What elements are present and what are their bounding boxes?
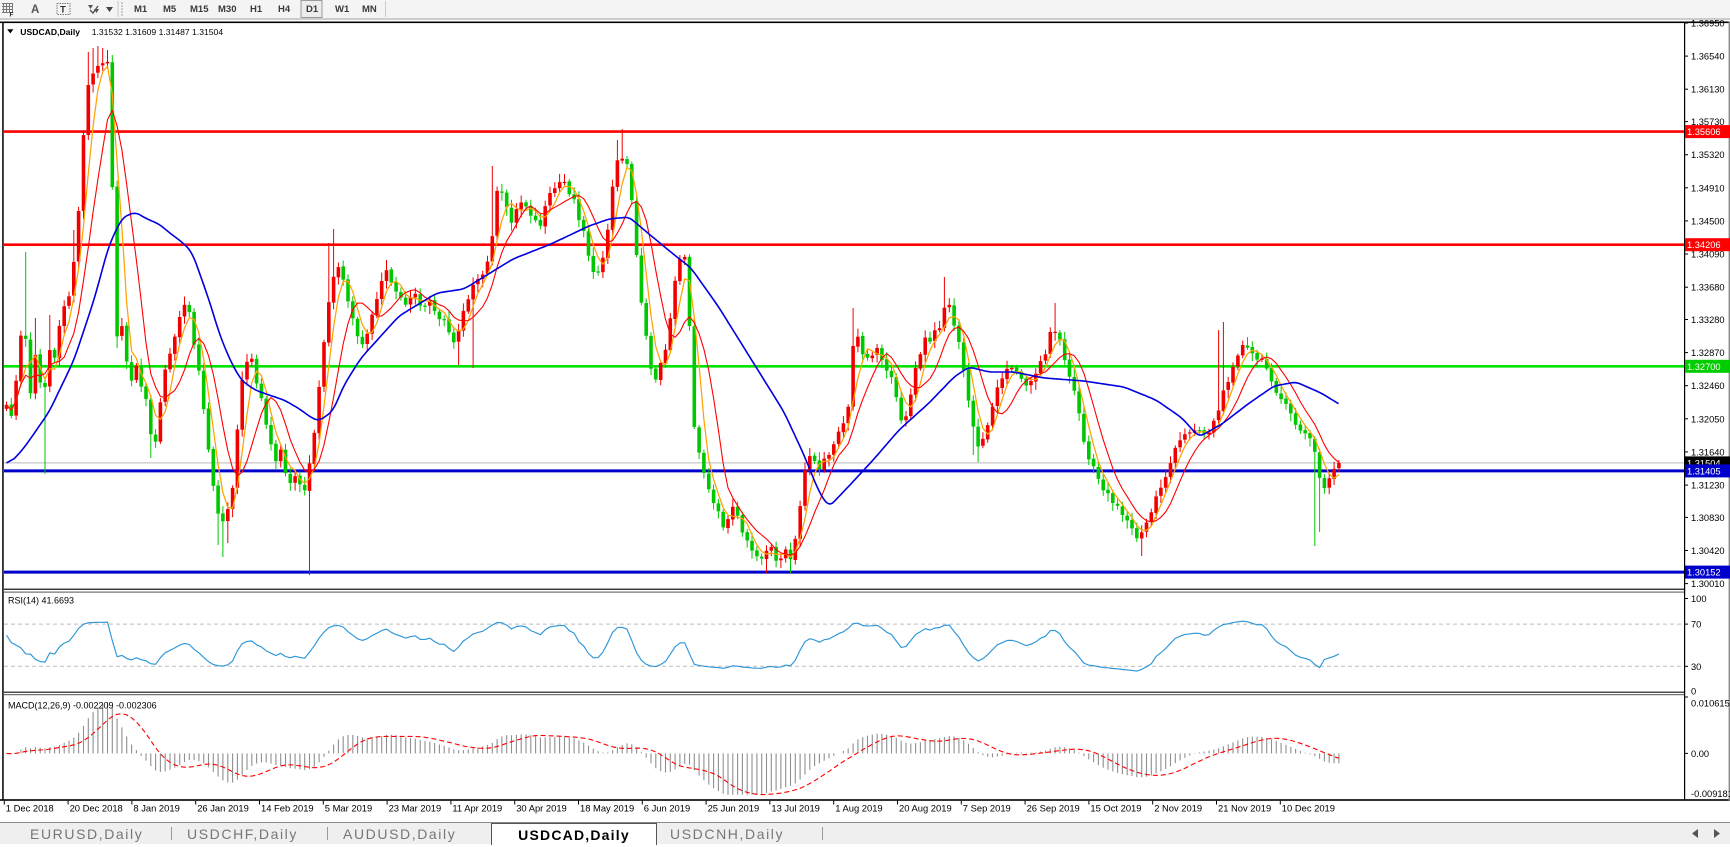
- svg-text:1.33680: 1.33680: [1691, 283, 1725, 293]
- svg-text:F: F: [10, 12, 14, 19]
- svg-text:1.31405: 1.31405: [1687, 466, 1721, 476]
- svg-text:1.35606: 1.35606: [1687, 127, 1721, 137]
- svg-text:1.30010: 1.30010: [1691, 579, 1725, 589]
- svg-text:23 Mar 2019: 23 Mar 2019: [389, 803, 442, 814]
- svg-text:1.30152: 1.30152: [1687, 568, 1721, 578]
- svg-text:100: 100: [1691, 594, 1707, 604]
- svg-text:11 Apr 2019: 11 Apr 2019: [452, 803, 502, 814]
- svg-text:30: 30: [1691, 662, 1701, 672]
- svg-text:1.30830: 1.30830: [1691, 513, 1725, 523]
- svg-text:1.34090: 1.34090: [1691, 250, 1725, 260]
- svg-text:1 Aug 2019: 1 Aug 2019: [835, 803, 882, 814]
- svg-text:1.35730: 1.35730: [1691, 117, 1725, 127]
- svg-text:1.36540: 1.36540: [1691, 52, 1725, 62]
- svg-text:1.36950: 1.36950: [1691, 19, 1725, 29]
- svg-text:25 Jun 2019: 25 Jun 2019: [708, 803, 760, 814]
- svg-text:1.34500: 1.34500: [1691, 216, 1725, 226]
- svg-text:USDCAD,Daily: USDCAD,Daily: [20, 27, 80, 37]
- svg-text:26 Jan 2019: 26 Jan 2019: [197, 803, 249, 814]
- svg-text:15 Oct 2019: 15 Oct 2019: [1090, 803, 1141, 814]
- svg-text:5 Mar 2019: 5 Mar 2019: [325, 803, 372, 814]
- svg-text:1.32050: 1.32050: [1691, 414, 1725, 424]
- svg-text:-0.009181: -0.009181: [1691, 789, 1730, 799]
- svg-text:1.33280: 1.33280: [1691, 315, 1725, 325]
- svg-text:26 Sep 2019: 26 Sep 2019: [1027, 803, 1080, 814]
- svg-text:0: 0: [1691, 687, 1696, 697]
- svg-text:6 Jun 2019: 6 Jun 2019: [644, 803, 690, 814]
- svg-text:0.00: 0.00: [1691, 749, 1709, 759]
- svg-text:1.34206: 1.34206: [1687, 240, 1721, 250]
- svg-text:20 Dec 2018: 20 Dec 2018: [70, 803, 123, 814]
- svg-text:1.36130: 1.36130: [1691, 85, 1725, 95]
- svg-text:7 Sep 2019: 7 Sep 2019: [963, 803, 1011, 814]
- svg-text:T: T: [60, 5, 66, 16]
- svg-text:RSI(14) 41.6693: RSI(14) 41.6693: [8, 596, 74, 606]
- svg-text:1 Dec 2018: 1 Dec 2018: [6, 803, 54, 814]
- svg-text:21 Nov 2019: 21 Nov 2019: [1218, 803, 1271, 814]
- svg-text:1.32870: 1.32870: [1691, 348, 1725, 358]
- svg-text:1.35320: 1.35320: [1691, 150, 1725, 160]
- svg-text:1.32460: 1.32460: [1691, 381, 1725, 391]
- svg-text:18 May 2019: 18 May 2019: [580, 803, 634, 814]
- svg-text:2 Nov 2019: 2 Nov 2019: [1154, 803, 1202, 814]
- svg-text:20 Aug 2019: 20 Aug 2019: [899, 803, 952, 814]
- svg-text:70: 70: [1691, 620, 1701, 630]
- svg-text:14 Feb 2019: 14 Feb 2019: [261, 803, 314, 814]
- svg-text:1.31532 1.31609 1.31487 1.3150: 1.31532 1.31609 1.31487 1.31504: [92, 27, 224, 37]
- svg-text:30 Apr 2019: 30 Apr 2019: [516, 803, 567, 814]
- svg-text:1.34910: 1.34910: [1691, 183, 1725, 193]
- svg-text:1.31230: 1.31230: [1691, 481, 1725, 491]
- svg-text:1.30420: 1.30420: [1691, 546, 1725, 556]
- svg-text:8 Jan 2019: 8 Jan 2019: [133, 803, 179, 814]
- svg-text:1.31504: 1.31504: [1687, 458, 1721, 468]
- svg-text:1.31640: 1.31640: [1691, 447, 1725, 457]
- svg-text:1.32700: 1.32700: [1687, 362, 1721, 372]
- svg-text:13 Jul 2019: 13 Jul 2019: [771, 803, 819, 814]
- svg-text:A: A: [31, 4, 39, 16]
- svg-text:MACD(12,26,9) -0.002209 -0.002: MACD(12,26,9) -0.002209 -0.002306: [8, 701, 157, 711]
- svg-text:10 Dec 2019: 10 Dec 2019: [1282, 803, 1335, 814]
- svg-text:0.010615: 0.010615: [1691, 699, 1730, 709]
